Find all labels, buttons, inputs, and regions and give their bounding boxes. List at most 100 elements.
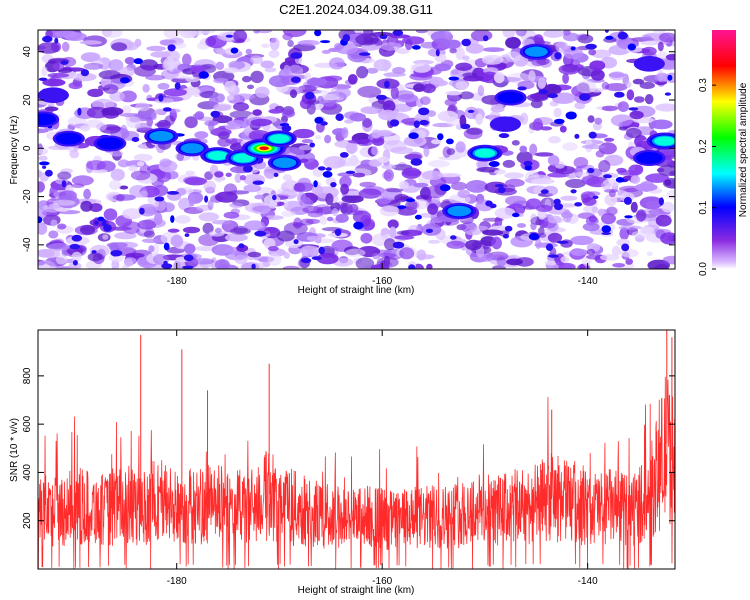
spectrogram-blob: [494, 72, 505, 84]
spectrogram-blob: [413, 83, 426, 92]
spectrogram-blob: [657, 164, 675, 177]
spectrogram-blob: [636, 209, 647, 222]
spectrogram-blob: [119, 113, 142, 117]
spectrogram-blob: [539, 126, 553, 131]
spectrogram-blob: [335, 213, 349, 223]
spectrogram-blob: [247, 251, 262, 258]
spectrogram-blob: [194, 246, 218, 252]
spectrogram-blob: [562, 210, 572, 223]
spectrogram-blob: [289, 89, 298, 99]
spectrogram-blob: [103, 84, 119, 94]
spectrogram-blob: [455, 141, 466, 153]
spectrogram-blob: [157, 119, 171, 130]
spectrogram-speck: [198, 71, 209, 79]
spectrogram-blob: [300, 158, 309, 163]
spectrogram-blob: [96, 123, 107, 131]
spectrogram-speck: [311, 256, 322, 261]
spectrogram-blob: [601, 213, 616, 225]
spectrogram-speck: [556, 240, 569, 244]
spectrogram-blob: [562, 142, 578, 152]
spectrogram-blob: [608, 189, 616, 198]
spectrogram-blob: [587, 115, 595, 123]
spectrogram-blob: [618, 225, 643, 230]
spectrogram-blob: [47, 72, 70, 78]
spectrogram-blob: [137, 219, 157, 230]
spectrogram-blob: [188, 193, 196, 207]
spectrogram-blob: [216, 48, 226, 55]
spectrogram-blob: [589, 60, 606, 71]
spectrogram-blob: [491, 236, 502, 250]
spectrogram-blob: [371, 129, 382, 139]
hotspot-core: [272, 157, 297, 169]
spectrogram-blob: [332, 208, 339, 217]
spectrogram-blob: [326, 216, 334, 222]
spectrogram-blob: [125, 252, 145, 259]
x-tick-label: -180: [167, 576, 187, 587]
spectrogram-blob: [404, 38, 413, 50]
spectrogram-blob: [38, 260, 56, 269]
spectrogram-speck: [342, 34, 351, 42]
spectrogram-blob: [184, 116, 198, 129]
spectrogram-speck: [450, 235, 457, 240]
spectrogram-blob: [80, 200, 93, 212]
spectrogram-blob: [416, 254, 435, 260]
spectrogram-speck: [290, 76, 301, 83]
spectrogram-speck: [405, 198, 416, 203]
spectrogram-blob: [303, 197, 311, 205]
snr-frame: [37, 329, 676, 570]
spectrogram-blob: [656, 168, 665, 173]
spectrogram-speck: [392, 241, 405, 249]
spectrogram-blob: [494, 169, 506, 175]
spectrogram-blob: [278, 190, 299, 196]
spectrogram-blob: [476, 166, 500, 173]
spectrogram-blob: [396, 48, 410, 54]
spectrogram-blob: [185, 76, 200, 83]
spectrogram-speck: [498, 133, 510, 139]
spectrogram-blob: [532, 118, 543, 131]
spectrogram-speck: [353, 221, 364, 230]
spectrogram-blob: [111, 42, 128, 52]
spectrogram-blob: [244, 220, 265, 231]
spectrogram-blob: [482, 47, 505, 52]
spectrogram-speck: [304, 91, 315, 100]
spectrogram-speck: [42, 35, 53, 43]
spectrogram-blob: [661, 201, 675, 213]
spectrogram-speck: [524, 164, 532, 171]
spectrogram-blob: [625, 127, 642, 139]
spectrogram-hotspot: [144, 127, 179, 145]
colorbar: 0.0 0.1 0.2 0.3 Normalized spectral amplitu…: [698, 30, 749, 276]
spectrogram-blob: [282, 32, 293, 41]
spectrogram-blob: [348, 144, 356, 155]
spectrogram-speck: [467, 109, 475, 113]
hotspot-core: [474, 148, 496, 158]
spectrogram-blob: [610, 114, 634, 127]
spectrogram-speck: [330, 182, 337, 188]
spectrogram-blob: [576, 80, 597, 94]
spectrogram-blob: [515, 30, 527, 37]
spectrogram-blob: [139, 190, 148, 198]
spectrogram-blob: [339, 202, 349, 214]
hotspot-core: [447, 205, 472, 217]
spectrogram-blob: [347, 74, 358, 85]
spectrogram-speck: [628, 107, 639, 111]
spectrogram-blob: [250, 202, 271, 215]
spectrogram-blob: [465, 180, 488, 193]
spectrogram-blob: [103, 208, 118, 221]
spectrogram-speck: [554, 52, 562, 60]
spectrogram-blob: [341, 194, 364, 204]
spectrogram-blob: [632, 78, 645, 85]
colorbar-tick-label: 0.1: [698, 200, 709, 214]
spectrogram-blob: [534, 152, 554, 157]
spectrogram-blob: [628, 164, 644, 176]
spectrogram-blob: [355, 33, 379, 46]
spectrogram-speck: [38, 216, 43, 224]
spectrogram-blob: [360, 106, 383, 114]
spectrogram-speck: [623, 196, 632, 205]
spectrogram-blob: [394, 235, 415, 240]
spectrogram-speck: [313, 180, 318, 188]
spectrogram-hotspot: [93, 135, 127, 152]
spectrogram-hotspots: [38, 43, 675, 220]
spectrogram-blob: [214, 259, 230, 269]
spectrogram-blob: [245, 48, 252, 55]
spectrogram-speck: [570, 46, 576, 51]
